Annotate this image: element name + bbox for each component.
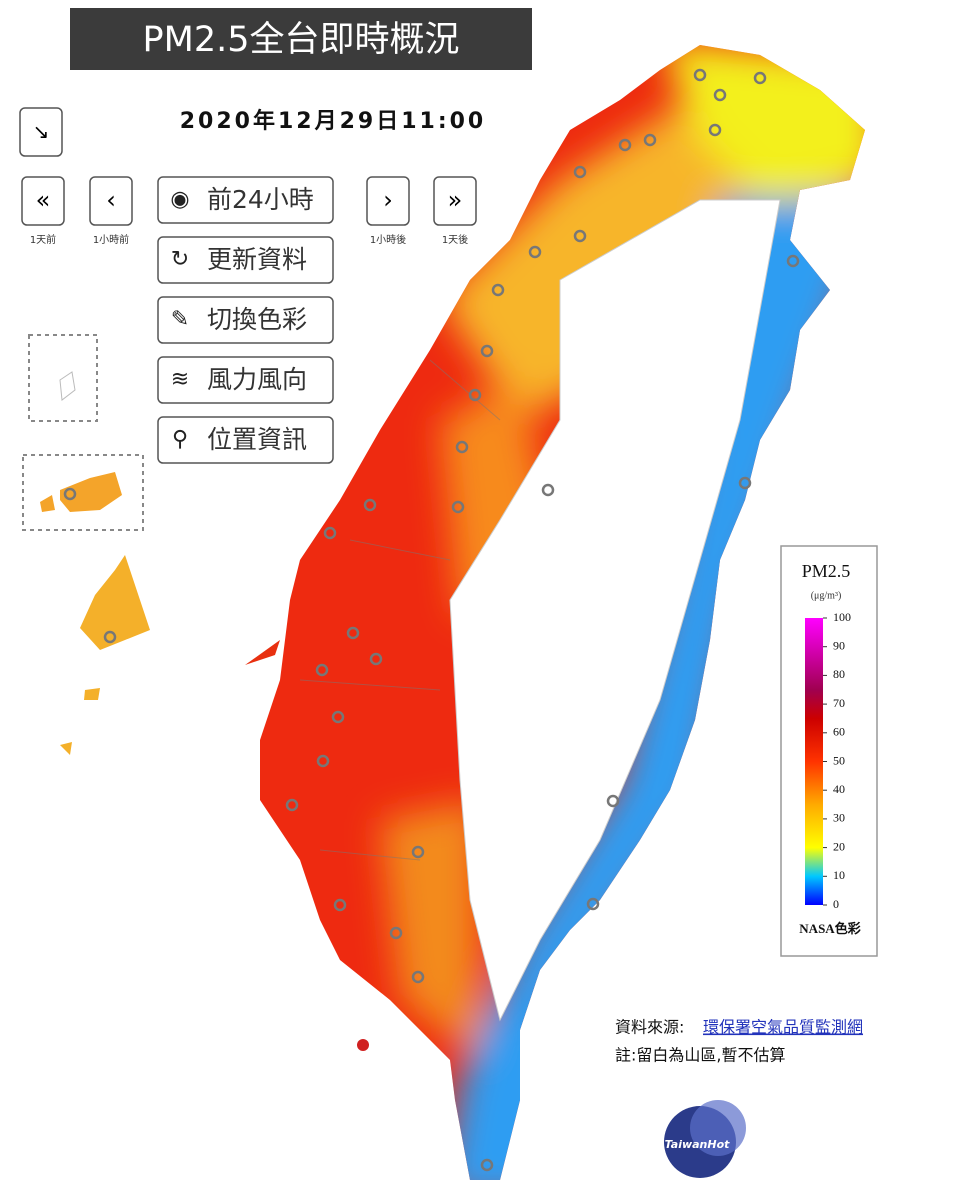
menu-button[interactable]: 風力風向 (157, 356, 334, 404)
next-hour-button[interactable]: › (366, 176, 410, 226)
next-hour-label: 1小時後 (370, 233, 406, 246)
button-frame (157, 416, 334, 464)
menu-button[interactable]: 位置資訊 (157, 416, 334, 464)
legend-tick-label: 40 (833, 782, 845, 796)
legend-tick-label: 50 (833, 753, 845, 767)
kinmen-box (22, 454, 144, 531)
legend-tick-label: 0 (833, 897, 839, 911)
svg-text:›: › (383, 186, 393, 214)
next-day-label: 1天後 (442, 233, 468, 246)
menu-button[interactable]: 更新資料 (157, 236, 334, 284)
legend-tick-label: 10 (833, 868, 845, 882)
button-label: 更新資料 (207, 245, 307, 274)
svg-text:≋: ≋ (171, 367, 189, 392)
timestamp: 2020年12月29日11:00 (180, 108, 487, 134)
button-label: 位置資訊 (207, 425, 307, 454)
matsu-box (28, 334, 98, 422)
next-day-button[interactable]: » (433, 176, 477, 226)
legend-tick-label: 70 (833, 696, 845, 710)
menu-button[interactable]: 前24小時 (157, 176, 334, 224)
source-link[interactable]: 環保署空氣品質監測網 (703, 1018, 863, 1037)
menu-button[interactable]: 切換色彩 (157, 296, 334, 344)
legend-caption: NASA色彩 (799, 921, 860, 936)
button-label: 切換色彩 (207, 305, 307, 334)
legend-tick-label: 90 (833, 638, 845, 652)
legend-tick-label: 30 (833, 811, 845, 825)
watermark: TaiwanHot (665, 1138, 731, 1151)
svg-text:↻: ↻ (171, 247, 189, 272)
svg-text:⚲: ⚲ (172, 427, 188, 452)
prev-hour-label: 1小時前 (93, 233, 129, 246)
title: PM2.5全台即時概況 (143, 20, 460, 60)
svg-text:✎: ✎ (171, 307, 189, 332)
button-frame (157, 236, 334, 284)
button-label: 前24小時 (207, 185, 314, 214)
prev-hour-button[interactable]: ‹ (89, 176, 133, 226)
legend-tick-label: 80 (833, 667, 845, 681)
note: 註:留白為山區,暫不估算 (615, 1046, 785, 1065)
button-frame (157, 176, 334, 224)
stations (285, 68, 800, 1172)
legend-title: PM2.5 (802, 561, 851, 581)
svg-text:»: » (448, 186, 463, 214)
svg-text:«: « (36, 186, 51, 214)
collapse-button[interactable]: ↘ (19, 107, 63, 157)
prev-day-button[interactable]: « (21, 176, 65, 226)
legend-tick-label: 100 (833, 610, 851, 624)
legend-box (780, 545, 878, 957)
svg-text:↘: ↘ (33, 120, 50, 144)
prev-day-label: 1天前 (30, 233, 56, 246)
button-label: 風力風向 (207, 365, 307, 394)
source-label: 資料來源: (615, 1018, 684, 1037)
svg-text:◉: ◉ (170, 187, 189, 212)
svg-text:‹: ‹ (106, 186, 116, 214)
button-frame (157, 356, 334, 404)
button-frame (157, 296, 334, 344)
colorbar (805, 618, 823, 905)
legend-tick-label: 20 (833, 839, 845, 853)
legend-unit: (μg/m³) (811, 590, 842, 601)
legend-tick-label: 60 (833, 725, 845, 739)
title-box (70, 8, 532, 70)
